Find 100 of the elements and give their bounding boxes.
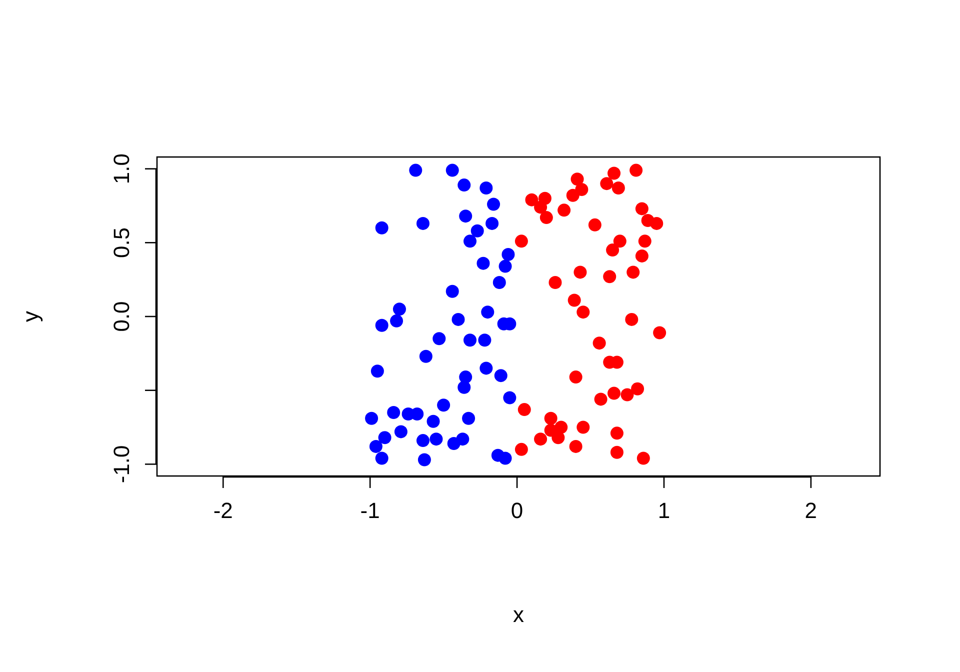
y-axis-title: y bbox=[18, 311, 43, 322]
point bbox=[498, 452, 512, 465]
point bbox=[458, 178, 471, 192]
point bbox=[534, 432, 548, 446]
point bbox=[606, 244, 620, 257]
point bbox=[612, 182, 625, 195]
x-tick-label: -1 bbox=[360, 498, 380, 523]
point bbox=[635, 249, 648, 262]
point bbox=[594, 392, 608, 406]
point bbox=[558, 204, 571, 217]
point bbox=[446, 284, 459, 298]
x-tick-label: 2 bbox=[804, 498, 818, 523]
point bbox=[552, 431, 565, 444]
point bbox=[514, 234, 528, 248]
point bbox=[653, 326, 666, 340]
point bbox=[369, 440, 382, 453]
point bbox=[486, 216, 499, 230]
point bbox=[375, 452, 388, 465]
point bbox=[452, 312, 465, 326]
x-axis-title: x bbox=[513, 602, 524, 627]
point bbox=[459, 210, 472, 223]
point bbox=[498, 260, 512, 273]
point bbox=[409, 164, 422, 177]
point bbox=[502, 248, 515, 261]
point bbox=[610, 426, 624, 440]
point bbox=[387, 406, 400, 419]
point bbox=[570, 172, 584, 186]
x-tick-label: -2 bbox=[213, 498, 233, 523]
point bbox=[480, 362, 493, 375]
point bbox=[525, 193, 538, 206]
point bbox=[626, 266, 640, 279]
y-tick-label: 0.0 bbox=[109, 301, 134, 332]
point bbox=[503, 391, 516, 404]
point bbox=[410, 407, 424, 420]
point bbox=[487, 198, 500, 211]
point bbox=[476, 256, 490, 270]
point bbox=[544, 412, 558, 425]
point bbox=[608, 166, 621, 180]
point bbox=[416, 434, 430, 448]
point bbox=[494, 369, 508, 382]
y-tick-label: 1.0 bbox=[109, 154, 134, 184]
point bbox=[470, 224, 484, 238]
point bbox=[462, 412, 476, 425]
point bbox=[459, 370, 472, 384]
point bbox=[426, 414, 440, 428]
point bbox=[370, 364, 384, 378]
point bbox=[576, 420, 590, 434]
point bbox=[569, 440, 582, 453]
point bbox=[625, 312, 638, 326]
point bbox=[375, 221, 388, 234]
x-tick-label: 1 bbox=[658, 498, 670, 523]
point bbox=[518, 403, 531, 416]
point bbox=[430, 432, 443, 446]
point bbox=[576, 306, 590, 319]
point bbox=[375, 318, 388, 332]
point bbox=[620, 388, 634, 402]
point bbox=[418, 453, 431, 466]
point bbox=[574, 266, 587, 279]
point bbox=[492, 276, 506, 290]
point bbox=[638, 234, 652, 248]
point bbox=[392, 302, 406, 316]
point bbox=[608, 386, 621, 400]
point bbox=[610, 446, 624, 459]
point bbox=[635, 202, 648, 216]
point bbox=[650, 216, 664, 230]
y-tick-label: 0.5 bbox=[109, 227, 134, 258]
point bbox=[390, 314, 404, 328]
point bbox=[478, 334, 492, 347]
x-tick-label: 0 bbox=[510, 498, 524, 523]
point bbox=[464, 234, 477, 248]
point bbox=[548, 276, 562, 290]
point bbox=[600, 177, 614, 190]
point bbox=[613, 234, 626, 248]
point bbox=[458, 380, 471, 394]
point bbox=[514, 442, 528, 456]
point bbox=[378, 431, 392, 444]
point bbox=[544, 424, 558, 437]
point bbox=[437, 398, 450, 412]
point bbox=[419, 350, 432, 363]
point bbox=[464, 334, 477, 347]
point bbox=[566, 188, 580, 202]
y-tick-label: -1.0 bbox=[109, 445, 134, 484]
point bbox=[416, 216, 430, 230]
point bbox=[534, 200, 548, 214]
point bbox=[630, 164, 643, 177]
point bbox=[588, 218, 602, 232]
point bbox=[432, 332, 446, 346]
point bbox=[394, 425, 408, 438]
point bbox=[568, 294, 581, 307]
point bbox=[456, 432, 470, 446]
point bbox=[636, 452, 650, 465]
point bbox=[603, 270, 616, 284]
point bbox=[446, 164, 459, 177]
point bbox=[481, 306, 494, 319]
point bbox=[592, 336, 606, 350]
point bbox=[365, 412, 378, 425]
point bbox=[540, 211, 553, 224]
point bbox=[631, 382, 644, 396]
point bbox=[569, 370, 582, 384]
point bbox=[480, 182, 493, 195]
